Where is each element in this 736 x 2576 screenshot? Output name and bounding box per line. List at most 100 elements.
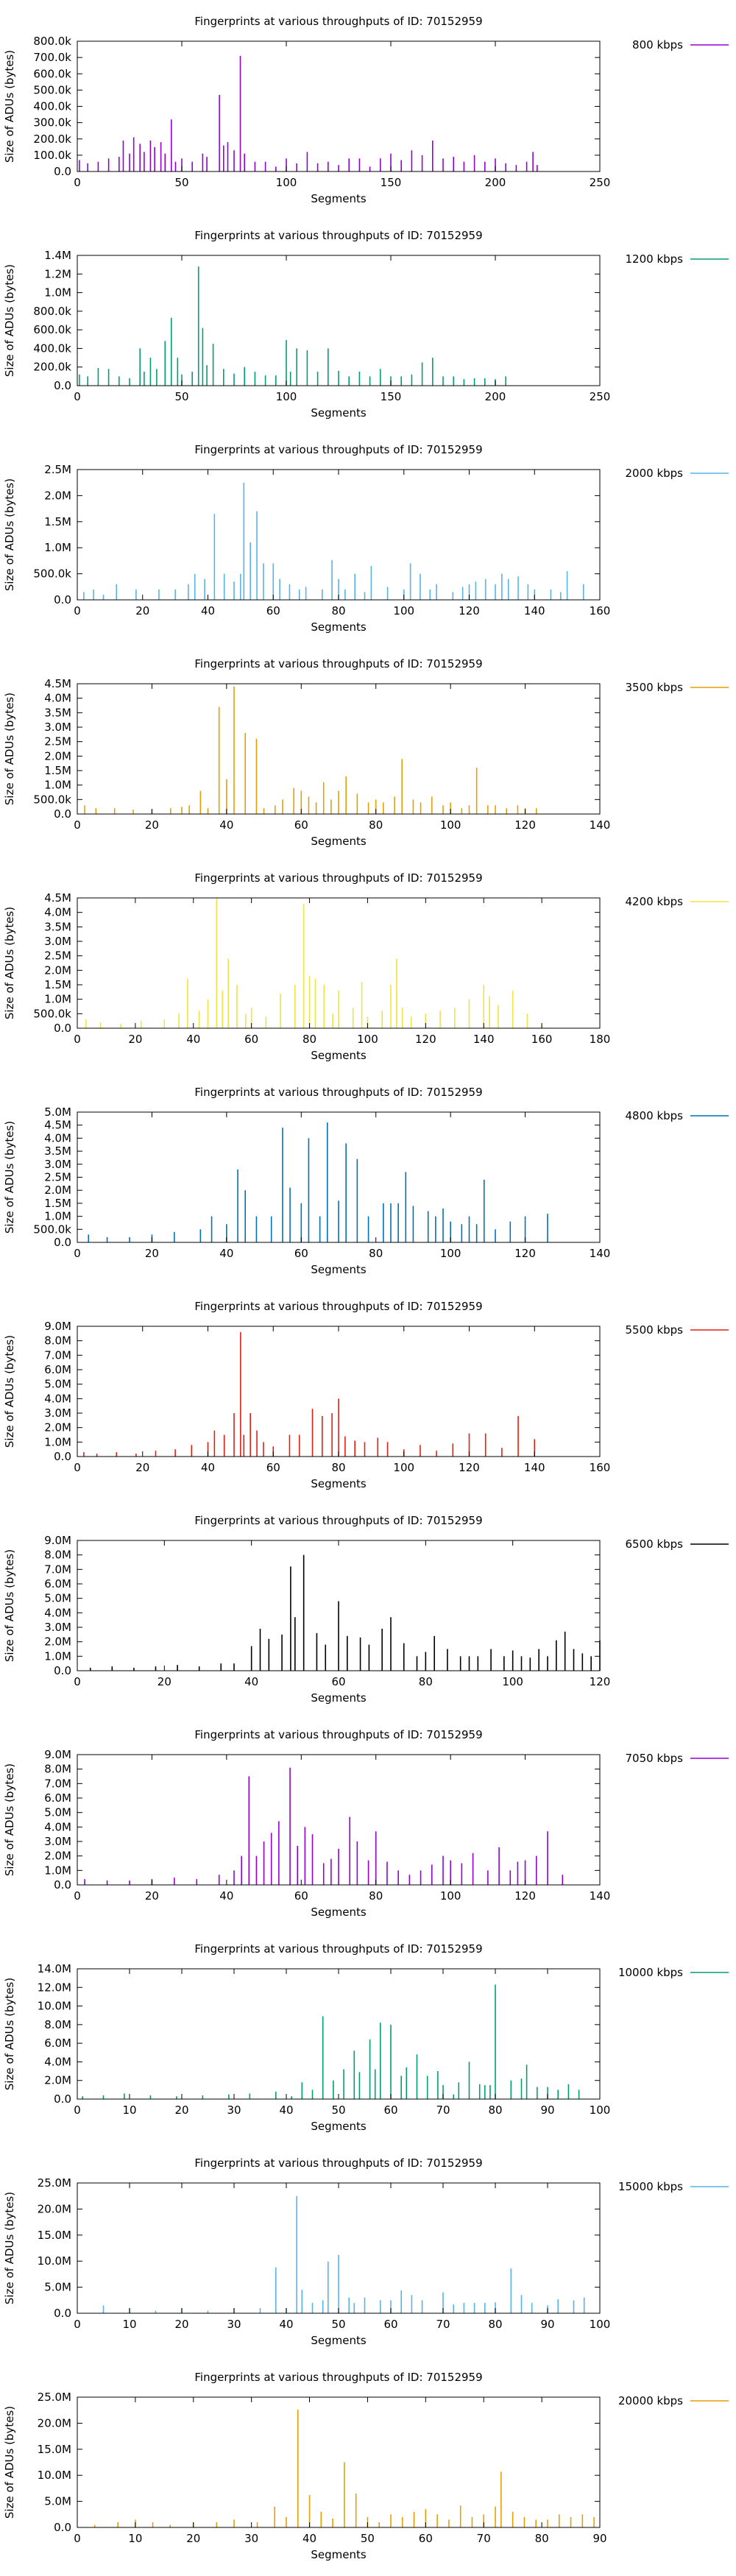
x-tick-label: 50: [331, 2103, 345, 2117]
chart-title: Fingerprints at various throughputs of I…: [194, 443, 482, 456]
x-tick-label: 160: [531, 1033, 553, 1046]
x-tick-label: 80: [331, 1461, 345, 1474]
y-axis-label: Size of ADUs (bytes): [3, 1121, 16, 1234]
y-tick-label: 0.0: [54, 379, 71, 392]
x-tick-label: 140: [590, 1889, 611, 1903]
y-tick-label: 2.0M: [44, 489, 71, 502]
y-tick-label: 0.0: [54, 807, 71, 821]
y-tick-label: 8.0M: [44, 1549, 71, 1562]
chart-title: Fingerprints at various throughputs of I…: [194, 2371, 482, 2384]
x-tick-label: 0: [74, 1889, 81, 1903]
chart-panel: Fingerprints at various throughputs of I…: [3, 657, 729, 848]
chart-title: Fingerprints at various throughputs of I…: [194, 2156, 482, 2170]
x-tick-label: 0: [74, 1461, 81, 1474]
x-axis-label: Segments: [311, 2548, 367, 2561]
chart-panel: Fingerprints at various throughputs of I…: [3, 1514, 729, 1705]
y-tick-label: 2.5M: [44, 1171, 71, 1184]
y-tick-label: 1.0M: [44, 1210, 71, 1223]
x-tick-label: 40: [186, 1033, 200, 1046]
y-tick-label: 3.5M: [44, 920, 71, 933]
x-tick-label: 100: [502, 1675, 523, 1688]
y-tick-label: 200.0k: [33, 361, 71, 374]
legend-label: 800 kbps: [632, 38, 683, 52]
chart-panel: Fingerprints at various throughputs of I…: [3, 2371, 729, 2561]
x-tick-label: 140: [524, 1461, 545, 1474]
x-tick-label: 120: [514, 818, 536, 832]
y-tick-label: 0.0: [54, 1878, 71, 1892]
x-axis-label: Segments: [311, 1263, 367, 1276]
y-tick-label: 0.0: [54, 1450, 71, 1463]
x-axis-label: Segments: [311, 406, 367, 420]
y-tick-label: 0.0: [54, 1664, 71, 1677]
y-axis-label: Size of ADUs (bytes): [3, 693, 16, 805]
chart-title: Fingerprints at various throughputs of I…: [194, 1086, 482, 1099]
chart-title: Fingerprints at various throughputs of I…: [194, 229, 482, 242]
x-tick-label: 20: [145, 818, 159, 832]
x-tick-label: 40: [219, 818, 233, 832]
legend-label: 20000 kbps: [618, 2394, 683, 2407]
x-tick-label: 70: [477, 2532, 491, 2545]
y-tick-label: 8.0M: [44, 1334, 71, 1348]
x-tick-label: 20: [174, 2318, 188, 2331]
y-tick-label: 800.0k: [33, 305, 71, 318]
y-tick-label: 1.0M: [44, 1435, 71, 1448]
y-tick-label: 0.0: [54, 165, 71, 178]
x-tick-label: 100: [440, 818, 461, 832]
y-tick-label: 3.0M: [44, 1406, 71, 1420]
x-tick-label: 140: [590, 1247, 611, 1260]
y-tick-label: 7.0M: [44, 1563, 71, 1576]
y-tick-label: 3.5M: [44, 706, 71, 719]
y-tick-label: 4.5M: [44, 677, 71, 690]
y-tick-label: 4.0M: [44, 1606, 71, 1619]
y-tick-label: 200.0k: [33, 132, 71, 146]
y-axis-label: Size of ADUs (bytes): [3, 50, 16, 163]
y-tick-label: 7.0M: [44, 1777, 71, 1790]
x-tick-label: 120: [459, 1461, 480, 1474]
y-tick-label: 3.0M: [44, 1158, 71, 1171]
y-tick-label: 2.5M: [44, 949, 71, 963]
x-tick-label: 40: [201, 604, 215, 618]
y-tick-label: 14.0M: [38, 1962, 71, 1975]
x-tick-label: 40: [219, 1889, 233, 1903]
x-tick-label: 250: [590, 176, 611, 189]
x-tick-label: 150: [381, 176, 402, 189]
x-tick-label: 40: [244, 1675, 258, 1688]
chart-panel: Fingerprints at various throughputs of I…: [3, 15, 729, 205]
x-tick-label: 0: [74, 818, 81, 832]
y-tick-label: 5.0M: [44, 1806, 71, 1819]
x-tick-label: 60: [294, 818, 308, 832]
y-tick-label: 6.0M: [44, 1791, 71, 1805]
y-tick-label: 4.5M: [44, 1119, 71, 1132]
y-tick-label: 5.0M: [44, 1592, 71, 1605]
x-axis-label: Segments: [311, 1906, 367, 1919]
plot-frame: [77, 897, 601, 1029]
legend-label: 15000 kbps: [618, 2180, 683, 2193]
y-tick-label: 800.0k: [33, 35, 71, 48]
y-tick-label: 4.0M: [44, 1820, 71, 1833]
x-tick-label: 140: [473, 1033, 495, 1046]
x-tick-label: 60: [294, 1247, 308, 1260]
y-tick-label: 400.0k: [33, 342, 71, 355]
x-tick-label: 60: [266, 1461, 280, 1474]
chart-title: Fingerprints at various throughputs of I…: [194, 657, 482, 670]
y-tick-label: 20.0M: [38, 2416, 71, 2430]
chart-panel: Fingerprints at various throughputs of I…: [3, 229, 729, 420]
y-tick-label: 1.0M: [44, 541, 71, 554]
y-tick-label: 1.5M: [44, 764, 71, 777]
y-tick-label: 1.5M: [44, 515, 71, 528]
x-axis-label: Segments: [311, 1049, 367, 1062]
y-tick-label: 1.0M: [44, 1649, 71, 1663]
chart-title: Fingerprints at various throughputs of I…: [194, 15, 482, 28]
x-tick-label: 50: [331, 2318, 345, 2331]
x-tick-label: 120: [459, 604, 480, 618]
x-tick-label: 50: [174, 176, 188, 189]
x-axis-label: Segments: [311, 835, 367, 848]
y-tick-label: 10.0M: [38, 2254, 71, 2268]
y-tick-label: 500.0k: [33, 567, 71, 581]
x-tick-label: 90: [592, 2532, 606, 2545]
x-tick-label: 30: [227, 2103, 241, 2117]
x-tick-label: 60: [244, 1033, 258, 1046]
y-tick-label: 4.0M: [44, 906, 71, 919]
chart-panel: Fingerprints at various throughputs of I…: [3, 443, 729, 634]
